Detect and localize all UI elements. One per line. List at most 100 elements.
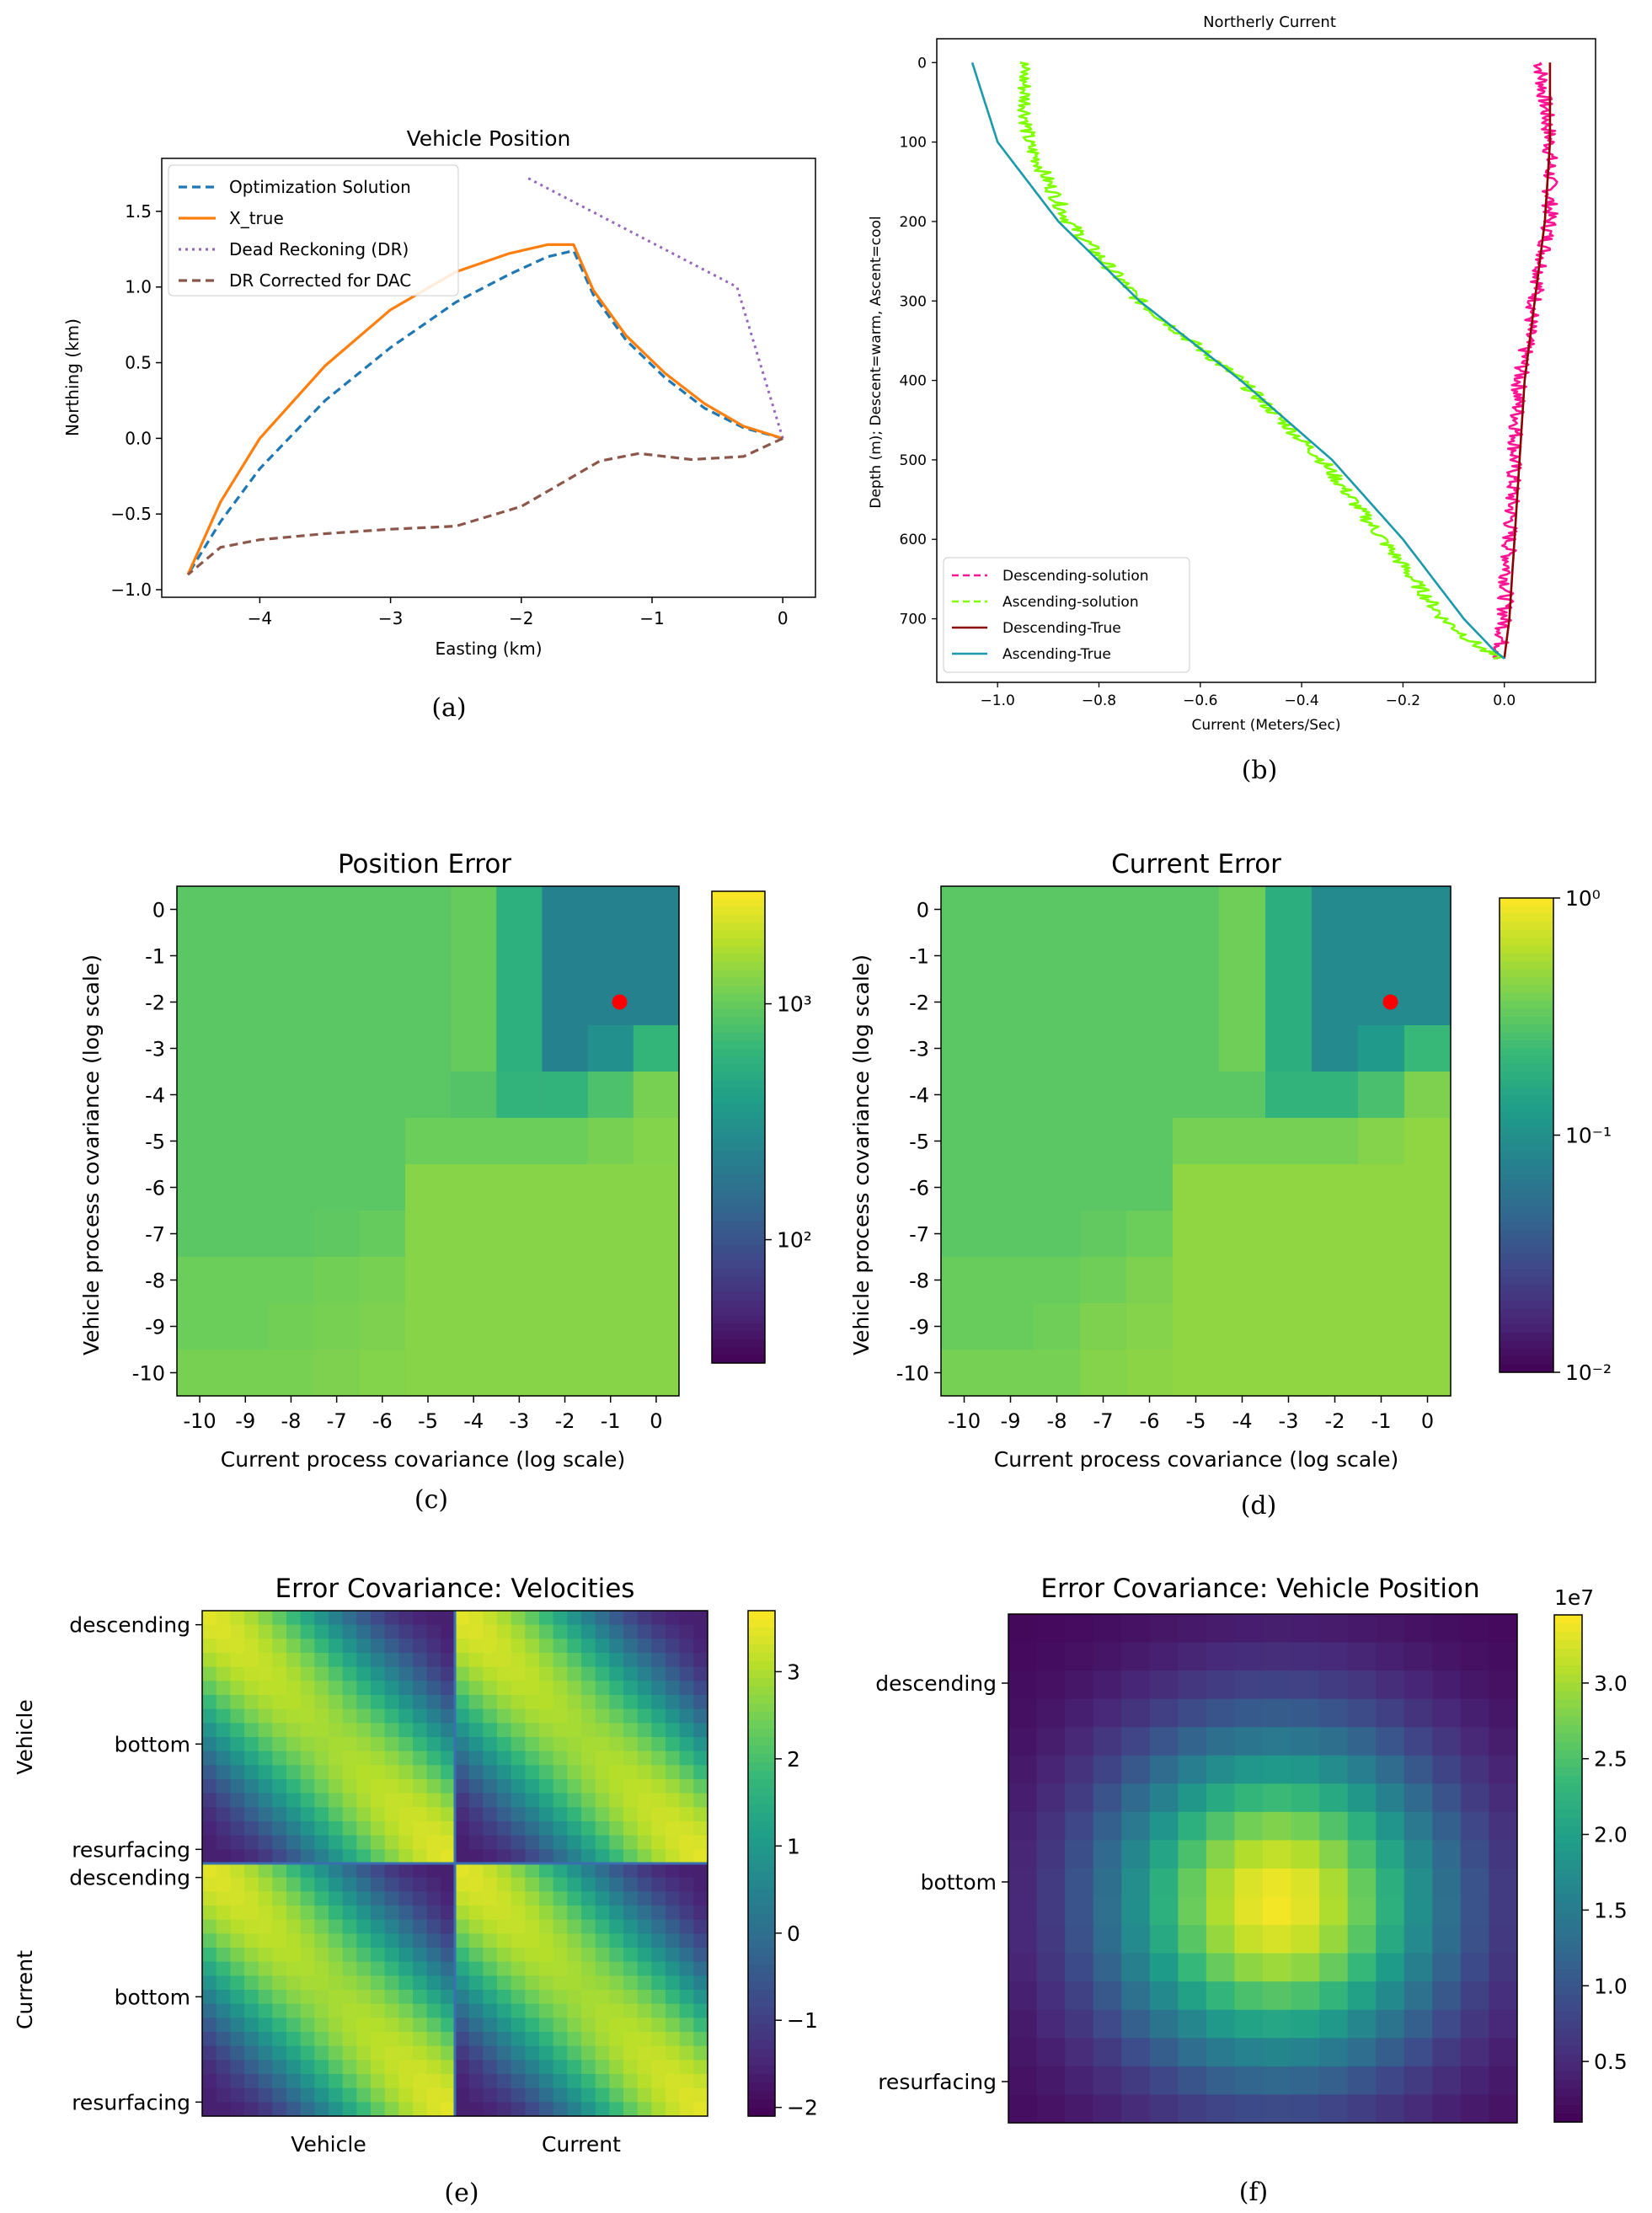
heatmap-cell: [553, 1737, 568, 1752]
heatmap-cell: [329, 1821, 344, 1836]
heatmap-cell: [1265, 886, 1313, 933]
heatmap-cell: [666, 2102, 681, 2117]
colorbar-segment: [1500, 1205, 1553, 1215]
heatmap-cell: [525, 1723, 540, 1738]
legend-label: Ascending-solution: [1002, 594, 1139, 611]
heatmap-cell: [587, 1072, 634, 1119]
x-tick-label: -9: [235, 1409, 255, 1433]
heatmap-cell: [258, 2060, 273, 2075]
heatmap-cell: [666, 1919, 681, 1934]
colorbar-segment: [712, 1158, 765, 1168]
heatmap-cell: [679, 1807, 694, 1822]
heatmap-cell: [1376, 1755, 1405, 1784]
heatmap-cell: [1263, 2066, 1292, 2095]
heatmap-cell: [441, 1793, 456, 1808]
y-tick-label: -6: [909, 1177, 929, 1200]
heatmap-cell: [623, 2045, 639, 2061]
heatmap-cell: [258, 1765, 273, 1780]
heatmap-cell: [230, 2018, 245, 2033]
heatmap-cell: [1036, 1642, 1066, 1671]
heatmap-cell: [441, 1681, 456, 1696]
heatmap-cell: [300, 1906, 315, 1921]
heatmap-cell: [679, 2018, 694, 2033]
heatmap-cell: [587, 1257, 634, 1304]
heatmap-cell: [496, 933, 543, 980]
heatmap-cell: [300, 1990, 315, 2005]
heatmap-cell: [623, 1849, 639, 1864]
heatmap-cell: [202, 1737, 217, 1752]
heatmap-cell: [1126, 1164, 1174, 1211]
heatmap-cell: [413, 1765, 428, 1780]
colorbar-segment: [1500, 898, 1553, 906]
heatmap-cell: [244, 1666, 259, 1681]
heatmap-cell: [1265, 1350, 1313, 1397]
heatmap-cell: [539, 1611, 554, 1626]
heatmap-cell: [468, 2074, 484, 2089]
colorbar-tick-label: 0.5: [1594, 2050, 1628, 2074]
heatmap-cell: [525, 1765, 540, 1780]
heatmap-cell: [1403, 1925, 1433, 1954]
heatmap-cell: [216, 2060, 231, 2075]
heatmap-cell: [286, 1793, 302, 1808]
series-line: [186, 436, 783, 576]
heatmap-cell: [314, 1821, 329, 1836]
legend-label: Ascending-True: [1002, 646, 1111, 663]
heatmap-cell: [413, 1779, 428, 1794]
x-tick-label: -3: [509, 1409, 529, 1433]
heatmap-cell: [666, 1695, 681, 1710]
heatmap-cell: [371, 1990, 386, 2005]
heatmap-cell: [230, 1975, 245, 1991]
heatmap-cell: [581, 1835, 596, 1850]
heatmap-cell: [1234, 1698, 1264, 1728]
heatmap-cell: [539, 1653, 554, 1668]
heatmap-cell: [286, 1849, 302, 1864]
colorbar-segment: [712, 1260, 765, 1270]
colorbar-segment: [748, 1880, 775, 1890]
heatmap-cell: [413, 1906, 428, 1921]
heatmap-cell: [511, 1891, 526, 1906]
heatmap-cell: [468, 1695, 484, 1710]
colorbar-segment: [748, 1973, 775, 1982]
heatmap-cell: [413, 2087, 428, 2103]
heatmap-cell: [693, 2045, 708, 2061]
heatmap-cell: [567, 1779, 582, 1794]
heatmap-cell: [413, 1793, 428, 1808]
y-tick-label: bottom: [115, 1985, 190, 2009]
heatmap-cell: [511, 1906, 526, 1921]
y-tick-label: -9: [145, 1316, 165, 1339]
heatmap-cell: [1093, 1642, 1122, 1671]
heatmap-cell: [567, 2087, 582, 2103]
heatmap-cell: [1034, 1025, 1081, 1072]
heatmap-cell: [286, 1723, 302, 1738]
heatmap-cell: [623, 1624, 639, 1639]
heatmap-cell: [441, 1723, 456, 1738]
heatmap-cell: [1404, 886, 1452, 933]
heatmap-cell: [1080, 933, 1127, 980]
heatmap-cell: [1489, 1896, 1518, 1926]
heatmap-cell: [483, 2003, 498, 2018]
heatmap-cell: [497, 1624, 512, 1639]
caption-a: (a): [431, 693, 466, 723]
heatmap-cell: [679, 1765, 694, 1780]
heatmap-cell: [455, 1793, 470, 1808]
heatmap-cell: [342, 1737, 357, 1752]
heatmap-cell: [1121, 1755, 1151, 1784]
heatmap-cell: [666, 1863, 681, 1879]
heatmap-cell: [1263, 1811, 1292, 1841]
heatmap-cell: [272, 1611, 287, 1626]
heatmap-cell: [637, 1948, 652, 1963]
heatmap-cell: [244, 2087, 259, 2103]
colorbar-segment: [1500, 1221, 1553, 1231]
heatmap-cell: [468, 1793, 484, 1808]
heatmap-cell: [637, 2102, 652, 2117]
heatmap-cell: [651, 2087, 666, 2103]
heatmap-cell: [623, 1961, 639, 1976]
colorbar-segment: [712, 1198, 765, 1206]
heatmap-cell: [1319, 1981, 1349, 2011]
heatmap-cell: [314, 2018, 329, 2033]
heatmap-cell: [587, 886, 634, 933]
heatmap-cell: [623, 1919, 639, 1934]
heatmap-cell: [987, 1211, 1035, 1258]
heatmap-cell: [567, 1835, 582, 1850]
heatmap-cell: [384, 1849, 399, 1864]
